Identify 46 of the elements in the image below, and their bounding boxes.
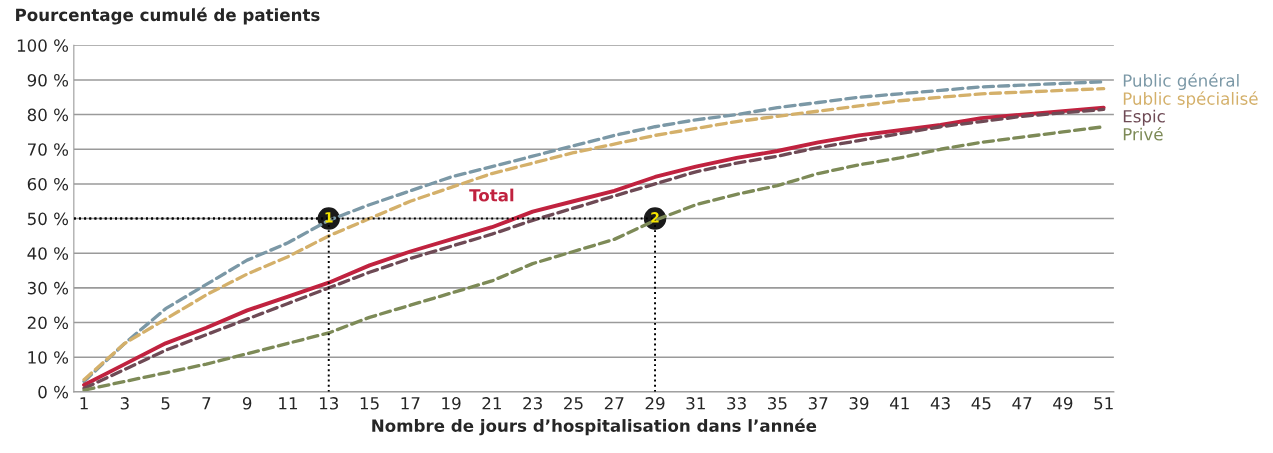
x-tick-label: 27: [604, 397, 624, 410]
x-tick-label: 49: [1053, 397, 1073, 410]
x-tick-label: 41: [889, 397, 909, 410]
series-label: Total: [469, 188, 514, 202]
x-tick-label: 51: [1094, 397, 1113, 410]
y-tick-label: 80 %: [27, 108, 69, 122]
x-axis-title: Nombre de jours d’hospitalisation dans l’année: [372, 418, 817, 436]
annotation: 2: [651, 212, 659, 223]
x-tick-label: 15: [360, 397, 379, 410]
x-tick-label: 23: [523, 397, 542, 410]
y-tick-label: 20 %: [27, 316, 69, 330]
y-tick-label: 60 %: [27, 177, 69, 191]
x-tick-label: 5: [161, 397, 170, 410]
x-tick-label: 17: [401, 397, 420, 410]
y-tick-label: 0 %: [38, 385, 69, 399]
x-tick-label: 9: [242, 397, 252, 410]
x-tick-label: 31: [686, 397, 705, 410]
y-tick-label: 70 %: [28, 143, 69, 156]
y-tick-label: 100 %: [17, 39, 69, 52]
x-tick-label: 35: [768, 397, 787, 410]
x-tick-label: 11: [279, 397, 298, 410]
x-tick-label: 21: [482, 397, 501, 410]
x-tick-label: 33: [727, 397, 746, 410]
y-tick-label: 30 %: [27, 281, 69, 295]
x-tick-label: 25: [564, 397, 583, 410]
x-tick-label: 47: [1012, 397, 1032, 410]
y-axis-title: Pourcentage cumulé de patients: [16, 7, 320, 25]
x-tick-label: 19: [442, 397, 461, 410]
series-label: Privé: [1123, 127, 1163, 141]
x-tick-label: 3: [120, 397, 129, 410]
y-tick-label: 40 %: [27, 247, 69, 260]
y-tick-label: 10 %: [28, 351, 69, 364]
y-tick-label: 50 %: [27, 212, 69, 226]
y-tick-label: 90 %: [27, 73, 69, 87]
x-tick-label: 13: [319, 397, 339, 410]
x-tick-label: 7: [202, 397, 211, 410]
series-label: Public spécialisé: [1123, 91, 1258, 109]
x-tick-label: 37: [808, 397, 828, 410]
x-tick-label: 1: [80, 397, 88, 410]
series-label: Espic: [1123, 109, 1165, 126]
x-tick-label: 29: [645, 397, 665, 410]
x-tick-label: 45: [971, 397, 991, 410]
x-tick-label: 39: [849, 397, 869, 410]
series-label: Public général: [1123, 73, 1239, 91]
x-tick-label: 43: [930, 397, 950, 410]
annotation: 1: [325, 212, 333, 223]
